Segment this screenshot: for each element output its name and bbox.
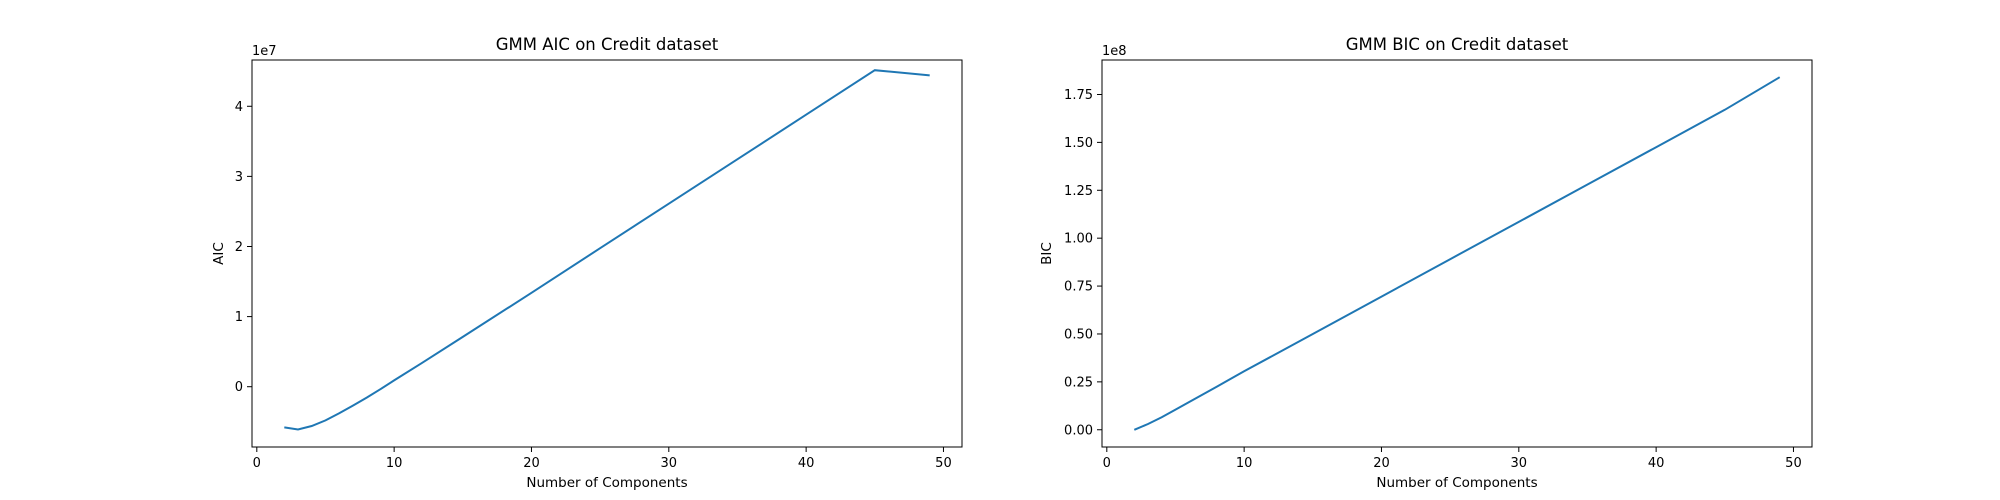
y-offset-label: 1e7 (252, 44, 277, 59)
x-tick-label: 30 (661, 456, 678, 471)
x-tick-label: 40 (1648, 456, 1665, 471)
y-tick-label: 1.75 (1064, 88, 1093, 103)
y-tick-label: 4 (235, 100, 243, 115)
y-tick-label: 0.25 (1064, 375, 1093, 390)
x-tick-label: 30 (1511, 456, 1528, 471)
x-axis-label: Number of Components (1376, 475, 1537, 491)
y-tick-label: 0.75 (1064, 280, 1093, 295)
x-tick-label: 20 (1373, 456, 1390, 471)
y-axis-label: BIC (1039, 242, 1055, 265)
y-tick-label: 1.00 (1064, 232, 1093, 247)
x-tick-label: 10 (1236, 456, 1253, 471)
x-tick-label: 50 (935, 456, 952, 471)
x-tick-label: 20 (523, 456, 540, 471)
y-tick-label: 1 (235, 310, 243, 325)
x-tick-label: 0 (1103, 456, 1111, 471)
y-tick-label: 1.50 (1064, 136, 1093, 151)
chart-title: GMM AIC on Credit dataset (496, 35, 719, 54)
y-offset-label: 1e8 (1102, 44, 1127, 59)
x-tick-label: 10 (386, 456, 403, 471)
axes-frame (251, 59, 963, 448)
y-tick-label: 0 (235, 380, 243, 395)
x-tick-label: 40 (798, 456, 815, 471)
x-tick-label: 50 (1785, 456, 1802, 471)
y-tick-label: 1.25 (1064, 184, 1093, 199)
y-tick-label: 3 (235, 170, 243, 185)
axes-frame (1101, 59, 1813, 448)
y-axis-label: AIC (211, 242, 227, 265)
series-line (1133, 76, 1781, 431)
x-axis-label: Number of Components (526, 475, 687, 491)
x-tick-label: 0 (253, 456, 261, 471)
chart-title: GMM BIC on Credit dataset (1346, 35, 1569, 54)
y-tick-label: 0.50 (1064, 327, 1093, 342)
y-tick-label: 0.00 (1064, 423, 1093, 438)
series-line (284, 69, 930, 431)
y-tick-label: 2 (235, 240, 243, 255)
